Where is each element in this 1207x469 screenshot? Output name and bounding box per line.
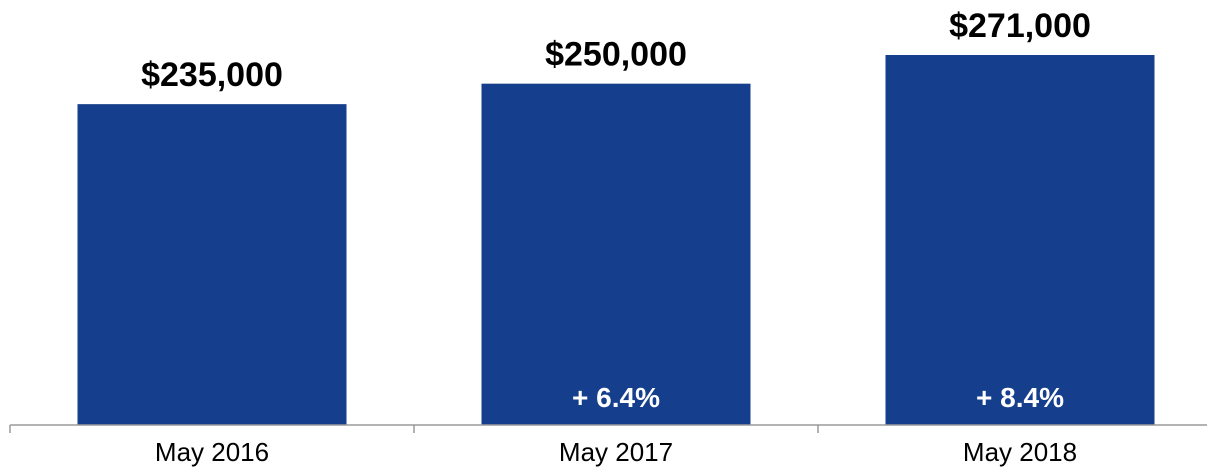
x-tick-label: May 2017 xyxy=(559,437,673,467)
x-axis-tick-labels: May 2016 May 2017 May 2018 xyxy=(155,437,1077,467)
value-label: $271,000 xyxy=(949,7,1091,45)
bar xyxy=(481,83,751,426)
x-tick-label: May 2016 xyxy=(155,437,269,467)
bars xyxy=(77,55,1155,426)
change-label: + 8.4% xyxy=(976,382,1064,413)
value-label: $235,000 xyxy=(141,56,283,94)
value-labels: $235,000 $250,000 $271,000 xyxy=(141,7,1091,94)
x-tick-label: May 2018 xyxy=(963,437,1077,467)
bar xyxy=(77,104,347,425)
bar xyxy=(885,55,1155,425)
value-label: $250,000 xyxy=(545,36,687,74)
x-axis-ticks xyxy=(9,425,819,433)
change-label: + 6.4% xyxy=(572,382,660,413)
change-labels: + 6.4% + 8.4% xyxy=(572,382,1064,413)
